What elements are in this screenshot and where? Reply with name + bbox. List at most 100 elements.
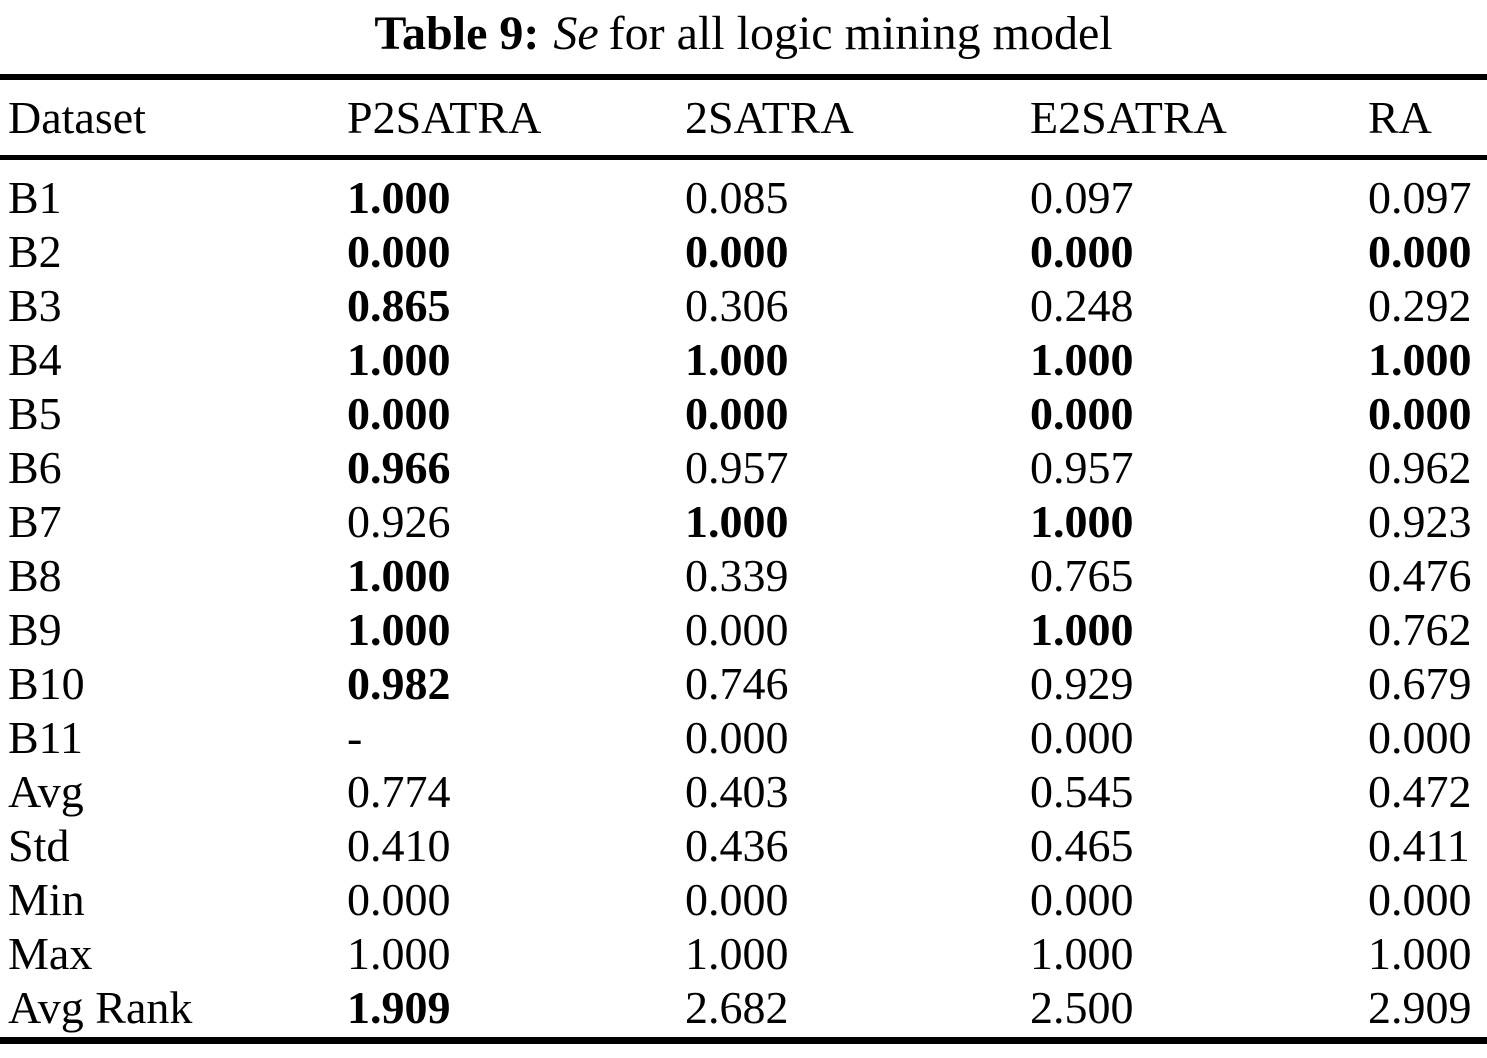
table-caption: Table 9: Se for all logic mining model xyxy=(0,2,1487,66)
value-cell: 0.982 xyxy=(347,658,451,709)
table-header-row: Dataset P2SATRA 2SATRA E2SATRA RA xyxy=(0,80,1487,155)
value-cell: 0.000 xyxy=(685,712,789,763)
value-cell: 0.000 xyxy=(1030,388,1134,439)
value-cell: 0.476 xyxy=(1368,550,1472,601)
table-row: B10 0.982 0.746 0.929 0.679 xyxy=(0,657,1487,711)
row-label: B7 xyxy=(8,496,62,547)
row-label: Std xyxy=(8,820,70,871)
value-cell: 1.000 xyxy=(1030,928,1134,979)
column-header-dataset: Dataset xyxy=(8,92,146,143)
value-cell: 0.000 xyxy=(1368,226,1472,277)
value-cell: 0.000 xyxy=(685,226,789,277)
row-label: B4 xyxy=(8,334,62,385)
row-label: B10 xyxy=(8,658,85,709)
value-cell: 0.097 xyxy=(1030,172,1134,223)
value-cell: 1.000 xyxy=(347,172,451,223)
value-cell: 0.000 xyxy=(685,874,789,925)
value-cell: 1.000 xyxy=(685,496,789,547)
value-cell: 0.292 xyxy=(1368,280,1472,331)
value-cell: 2.682 xyxy=(685,982,789,1033)
value-cell: 0.410 xyxy=(347,820,451,871)
table-body: B1 1.000 0.085 0.097 0.097 B2 0.000 0.000 0.000 0… xyxy=(0,160,1487,1035)
row-label: Max xyxy=(8,928,93,979)
value-cell: 0.865 xyxy=(347,280,451,331)
value-cell: 1.000 xyxy=(347,550,451,601)
value-cell: 1.000 xyxy=(1030,334,1134,385)
value-cell: 0.436 xyxy=(685,820,789,871)
value-cell: 0.000 xyxy=(347,226,451,277)
table-row: B2 0.000 0.000 0.000 0.000 xyxy=(0,225,1487,279)
value-cell: 0.762 xyxy=(1368,604,1472,655)
value-cell: 1.000 xyxy=(347,928,451,979)
value-cell: 1.000 xyxy=(347,334,451,385)
row-label: B1 xyxy=(8,172,62,223)
row-label: B2 xyxy=(8,226,62,277)
row-label: B6 xyxy=(8,442,62,493)
value-cell: 0.411 xyxy=(1368,820,1470,871)
row-label: B3 xyxy=(8,280,62,331)
value-cell: 1.909 xyxy=(347,982,451,1033)
value-cell: 0.465 xyxy=(1030,820,1134,871)
value-cell: 0.000 xyxy=(1368,874,1472,925)
value-cell: - xyxy=(347,712,363,763)
value-cell: 0.097 xyxy=(1368,172,1472,223)
value-cell: 2.909 xyxy=(1368,982,1472,1033)
value-cell: 0.000 xyxy=(1030,226,1134,277)
value-cell: 0.000 xyxy=(685,604,789,655)
table-top-rule xyxy=(0,74,1487,80)
value-cell: 0.545 xyxy=(1030,766,1134,817)
table-row: Max 1.000 1.000 1.000 1.000 xyxy=(0,927,1487,981)
table-row: B4 1.000 1.000 1.000 1.000 xyxy=(0,333,1487,387)
row-label: Avg xyxy=(8,766,84,817)
column-header-ra: RA xyxy=(1368,92,1432,143)
value-cell: 0.926 xyxy=(347,496,451,547)
value-cell: 0.472 xyxy=(1368,766,1472,817)
value-cell: 2.500 xyxy=(1030,982,1134,1033)
value-cell: 1.000 xyxy=(1368,928,1472,979)
value-cell: 0.306 xyxy=(685,280,789,331)
table-row: B3 0.865 0.306 0.248 0.292 xyxy=(0,279,1487,333)
value-cell: 0.000 xyxy=(1030,712,1134,763)
value-cell: 0.000 xyxy=(685,388,789,439)
column-header-p2satra: P2SATRA xyxy=(347,92,542,143)
table-bottom-rule xyxy=(0,1037,1487,1044)
value-cell: 0.962 xyxy=(1368,442,1472,493)
table-row: B9 1.000 0.000 1.000 0.762 xyxy=(0,603,1487,657)
table-row: B6 0.966 0.957 0.957 0.962 xyxy=(0,441,1487,495)
value-cell: 0.403 xyxy=(685,766,789,817)
value-cell: 1.000 xyxy=(1030,496,1134,547)
table-caption-text: for all logic mining model xyxy=(608,7,1113,60)
value-cell: 0.966 xyxy=(347,442,451,493)
table-row: B11 - 0.000 0.000 0.000 xyxy=(0,711,1487,765)
row-label: B9 xyxy=(8,604,62,655)
table-caption-metric: Se xyxy=(553,7,599,60)
value-cell: 0.085 xyxy=(685,172,789,223)
table-row: B8 1.000 0.339 0.765 0.476 xyxy=(0,549,1487,603)
value-cell: 0.339 xyxy=(685,550,789,601)
table-row: Avg 0.774 0.403 0.545 0.472 xyxy=(0,765,1487,819)
value-cell: 0.746 xyxy=(685,658,789,709)
table-row: Min 0.000 0.000 0.000 0.000 xyxy=(0,873,1487,927)
value-cell: 0.000 xyxy=(1030,874,1134,925)
value-cell: 0.923 xyxy=(1368,496,1472,547)
table-header-rule xyxy=(0,155,1487,160)
table-row: B1 1.000 0.085 0.097 0.097 xyxy=(0,171,1487,225)
table-row: B5 0.000 0.000 0.000 0.000 xyxy=(0,387,1487,441)
value-cell: 0.765 xyxy=(1030,550,1134,601)
value-cell: 1.000 xyxy=(1368,334,1472,385)
value-cell: 1.000 xyxy=(685,334,789,385)
row-label: B11 xyxy=(8,712,83,763)
value-cell: 0.000 xyxy=(347,388,451,439)
value-cell: 1.000 xyxy=(347,604,451,655)
table-row: B7 0.926 1.000 1.000 0.923 xyxy=(0,495,1487,549)
value-cell: 0.957 xyxy=(685,442,789,493)
table-row: Std 0.410 0.436 0.465 0.411 xyxy=(0,819,1487,873)
table-caption-number: Table 9: xyxy=(374,7,540,60)
row-label: Avg Rank xyxy=(8,982,193,1033)
value-cell: 1.000 xyxy=(685,928,789,979)
value-cell: 0.248 xyxy=(1030,280,1134,331)
column-header-2satra: 2SATRA xyxy=(685,92,854,143)
value-cell: 0.929 xyxy=(1030,658,1134,709)
value-cell: 0.957 xyxy=(1030,442,1134,493)
